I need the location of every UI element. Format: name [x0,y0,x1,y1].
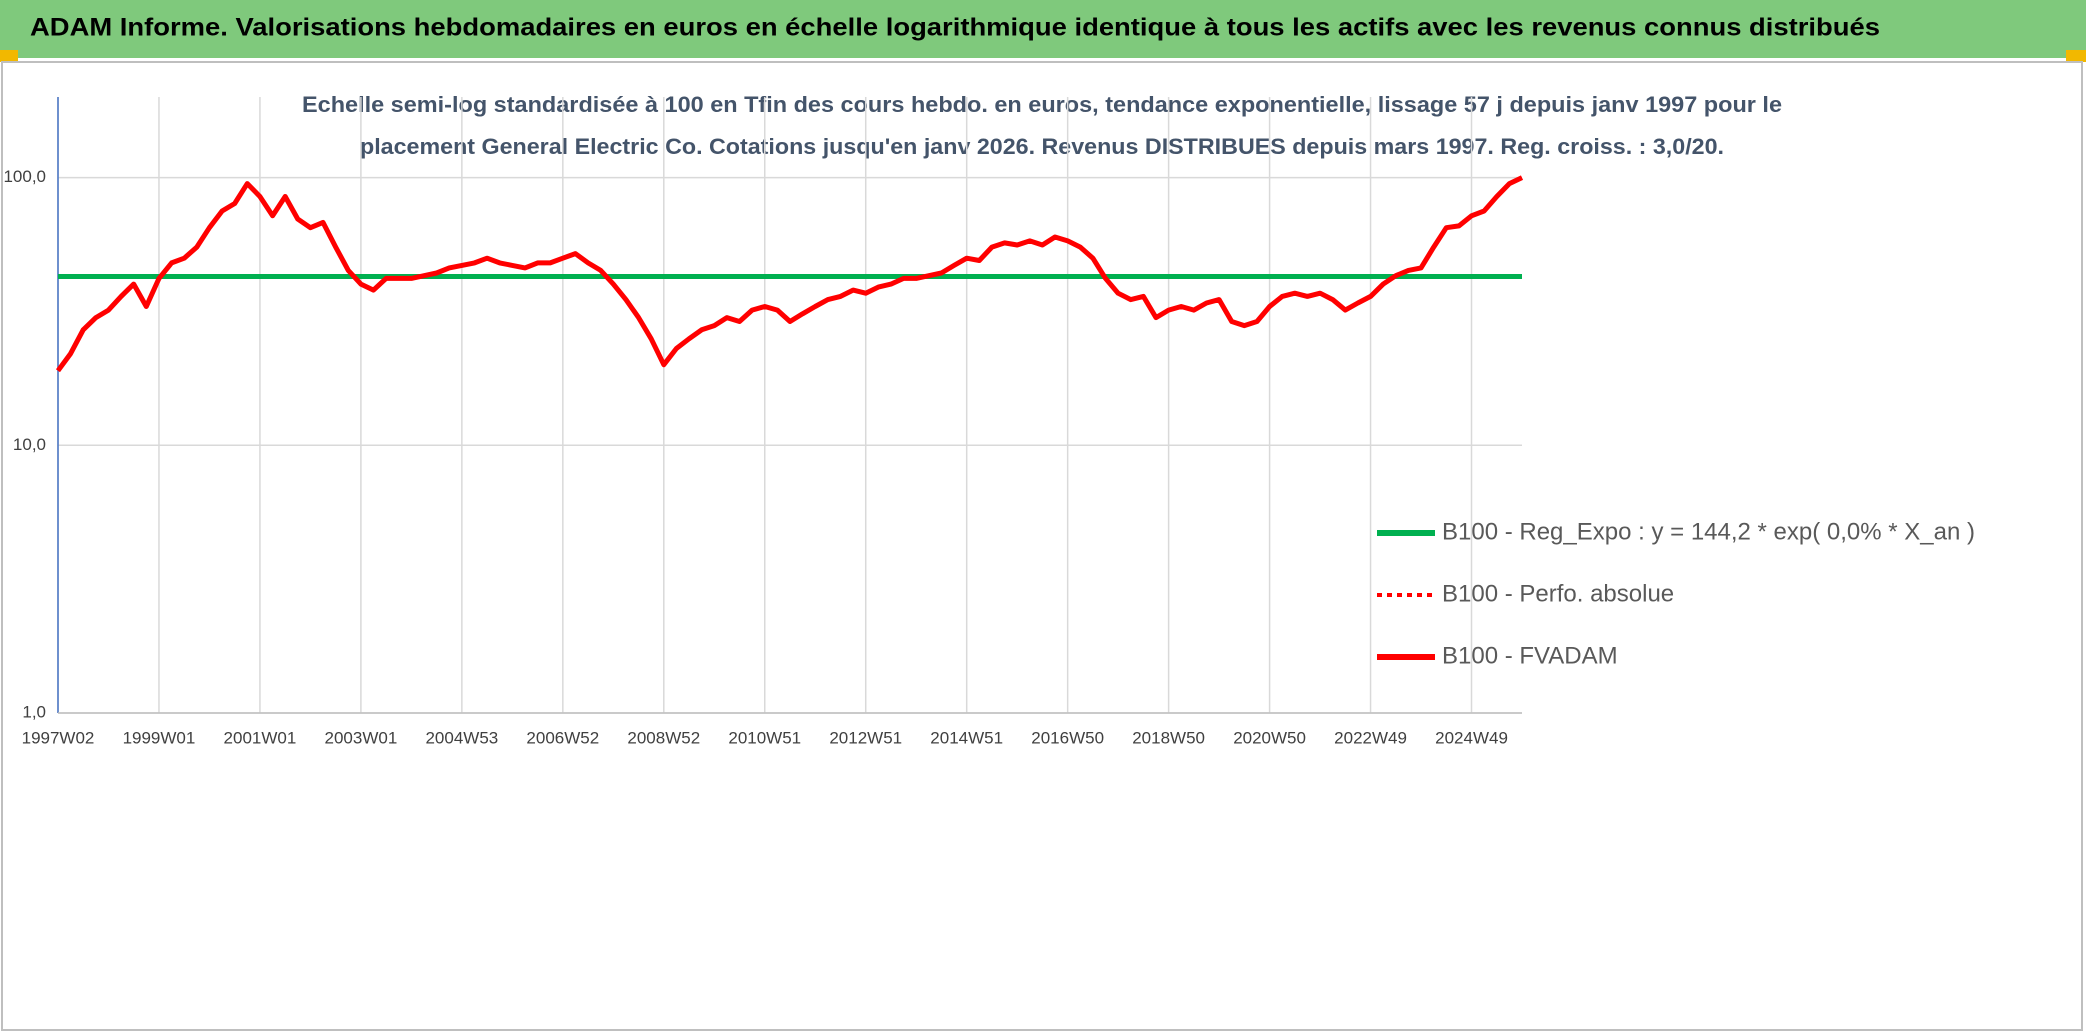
x-tick-label: 2016W50 [1031,728,1104,747]
x-tick-label: 2010W51 [728,728,801,747]
corner-right [2066,50,2086,62]
chart-frame [1,61,2083,1031]
x-tick-label: 2006W52 [526,728,599,747]
x-tick-label: 2008W52 [627,728,700,747]
x-tick-label: 1999W01 [123,728,196,747]
legend-label: B100 - FVADAM [1442,642,1618,669]
y-tick-label: 10,0 [13,435,46,454]
x-tick-label: 2024W49 [1435,728,1508,747]
x-tick-label: 2018W50 [1132,728,1205,747]
series-line [55,175,1524,373]
chart-subtitle: Echelle semi-log standardisée à 100 en T… [302,92,1782,117]
x-tick-label: 2022W49 [1334,728,1407,747]
x-tick-label: 2012W51 [829,728,902,747]
x-tick-label: 2014W51 [930,728,1003,747]
title-banner [0,0,2086,58]
x-tick-label: 2001W01 [224,728,297,747]
legend-label: B100 - Reg_Expo : y = 144,2 * exp( 0,0% … [1442,518,1975,545]
x-tick-label: 2004W53 [425,728,498,747]
x-tick-label: 1997W02 [22,728,95,747]
chart-title: ADAM Informe. Valorisations hebdomadaire… [30,14,1880,42]
x-tick-label: 2003W01 [325,728,398,747]
corner-left [0,50,18,62]
chart-subtitle: placement General Electric Co. Cotations… [360,134,1724,159]
y-tick-label: 100,0 [3,167,46,186]
y-tick-label: 1,0 [22,702,46,721]
x-tick-label: 2020W50 [1233,728,1306,747]
legend-label: B100 - Perfo. absolue [1442,580,1674,607]
